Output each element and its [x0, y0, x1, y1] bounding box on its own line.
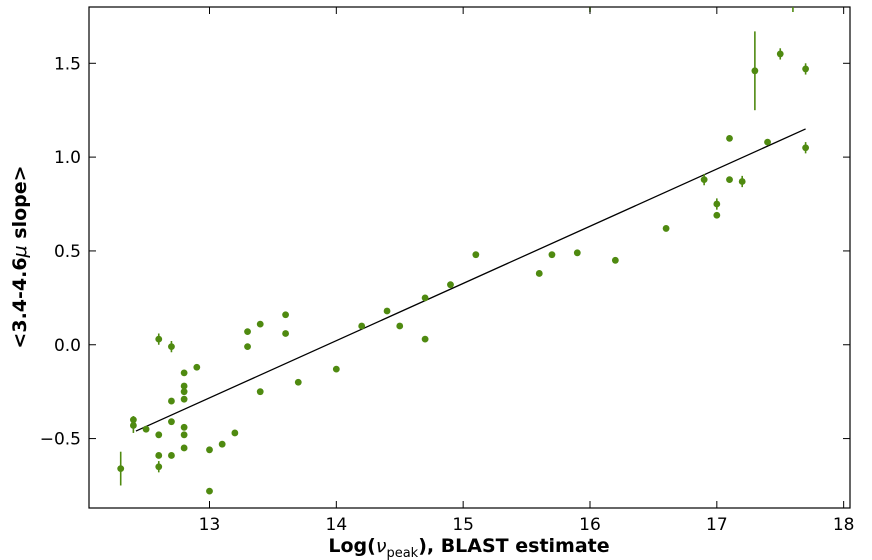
data-point-4	[155, 335, 163, 343]
data-point-47	[726, 134, 733, 142]
data-point-20	[206, 446, 213, 454]
data-point-31	[332, 365, 340, 373]
y-tick-label-3: 1.0	[54, 148, 81, 168]
data-point-15	[180, 395, 188, 403]
data-point-7	[155, 463, 163, 471]
x-tick-label-5: 18	[833, 515, 855, 535]
data-point-35	[421, 294, 429, 302]
data-point-26	[256, 320, 264, 328]
data-point-49	[738, 178, 746, 185]
data-point-29	[282, 330, 289, 337]
data-point-13	[180, 382, 188, 390]
data-point-51	[764, 138, 771, 146]
data-point-48	[726, 176, 733, 184]
data-point-45	[713, 200, 721, 208]
data-point-30	[294, 378, 302, 386]
data-point-5	[155, 431, 163, 439]
x-tick-label-2: 15	[452, 515, 474, 535]
data-point-18	[180, 444, 188, 452]
data-point-17	[180, 431, 188, 439]
data-point-52	[776, 50, 784, 58]
data-point-41	[573, 249, 581, 257]
data-point-32	[358, 322, 366, 330]
data-point-9	[168, 397, 175, 405]
data-point-22	[218, 440, 226, 448]
data-point-37	[447, 281, 454, 289]
data-point-12	[180, 369, 188, 377]
data-point-8	[168, 343, 175, 351]
x-tick-label-4: 17	[706, 515, 728, 535]
plot-area	[88, 6, 851, 509]
data-point-54	[802, 144, 810, 152]
x-tick-label-1: 14	[326, 515, 348, 535]
data-point-28	[282, 311, 289, 319]
data-point-25	[244, 343, 251, 351]
x-tick-label-0: 13	[199, 515, 221, 535]
data-point-6	[155, 452, 163, 459]
data-point-42	[611, 256, 619, 264]
data-point-2	[129, 422, 137, 429]
data-point-14	[180, 388, 188, 396]
y-tick-label-0: −0.5	[40, 430, 81, 450]
data-point-44	[700, 176, 708, 184]
data-point-33	[383, 307, 391, 315]
y-axis-label: <3.4-4.6μ slope>	[9, 165, 31, 348]
data-point-39	[535, 270, 543, 277]
data-point-38	[472, 251, 480, 259]
y-tick-label-4: 1.5	[54, 54, 81, 74]
data-point-11	[168, 452, 175, 459]
y-axis: −0.5 0.0 0.5 1.0 1.5	[40, 54, 850, 450]
data-point-43	[662, 225, 670, 232]
data-point-0	[117, 465, 125, 472]
data-point-50	[751, 67, 759, 75]
data-points	[117, 7, 810, 495]
data-point-24	[244, 328, 251, 336]
y-tick-label-2: 0.5	[54, 242, 81, 262]
data-point-40	[548, 251, 556, 259]
data-point-53	[802, 65, 810, 73]
data-point-23	[231, 429, 239, 437]
x-tick-label-3: 16	[579, 515, 601, 535]
data-point-34	[396, 322, 404, 330]
data-point-27	[256, 388, 264, 396]
x-axis-label: Log(νpeak), BLAST estimate	[328, 535, 609, 560]
data-point-3	[142, 425, 150, 433]
fit-line	[135, 128, 806, 432]
y-tick-label-1: 0.0	[54, 336, 81, 356]
data-point-16	[180, 423, 188, 431]
data-point-46	[713, 211, 721, 219]
data-point-10	[168, 418, 175, 426]
data-point-21	[206, 487, 213, 495]
x-axis: 13 14 15 16 17 18	[199, 7, 855, 535]
data-point-19	[193, 363, 201, 371]
data-point-36	[421, 335, 429, 343]
